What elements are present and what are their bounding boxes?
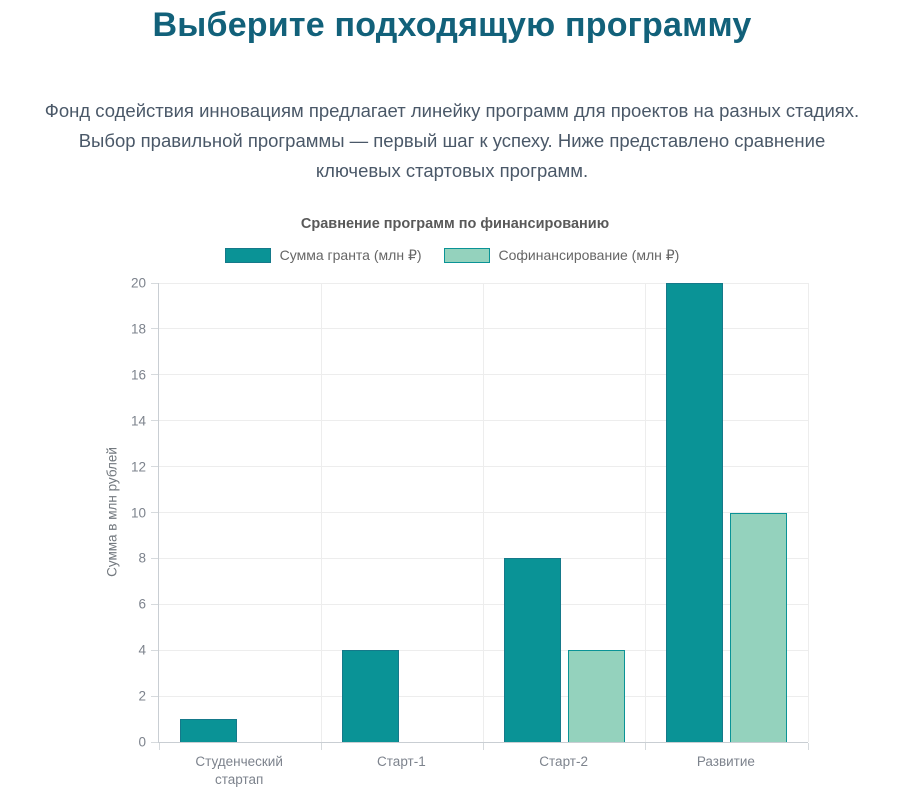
x-axis-labels: Студенческий стартап Старт-1 Старт-2 Развит…: [158, 753, 807, 793]
y-tick-label: 12: [130, 459, 146, 475]
legend-label: Сумма гранта (млн ₽): [279, 247, 422, 263]
gridline: [807, 283, 809, 742]
y-tick-mark: [151, 328, 158, 330]
y-tick-label: 18: [130, 321, 146, 337]
legend-item[interactable]: Сумма гранта (млн ₽): [224, 247, 422, 264]
gridline: [320, 283, 322, 742]
chart-title: Сравнение программ по финансированию: [300, 216, 610, 232]
y-tick-label: 2: [138, 688, 146, 704]
y-tick-label: 10: [130, 505, 146, 520]
grant-bar[interactable]: [341, 650, 399, 742]
y-tick-mark: [151, 603, 158, 605]
legend-label: Софинансирование (млн ₽): [498, 247, 680, 263]
y-tick-mark: [151, 282, 158, 284]
y-tick-label: 20: [130, 275, 146, 291]
grant-bar[interactable]: [666, 283, 724, 742]
x-tick-mark: [807, 743, 809, 750]
x-tick-label: Старт-1: [377, 754, 426, 769]
legend-item[interactable]: Софинансирование (млн ₽): [443, 247, 680, 264]
y-tick-label: 14: [130, 413, 146, 429]
intro-line: ключевых стартовых программ.: [315, 160, 589, 181]
y-tick-mark: [151, 695, 158, 697]
x-tick-mark: [483, 743, 484, 750]
y-tick-mark: [151, 557, 158, 559]
y-tick-mark: [151, 466, 158, 468]
x-tick-label: Старт-2: [539, 754, 588, 769]
legend-swatch: [443, 248, 490, 263]
x-tick-label: Развитие: [696, 754, 755, 769]
y-tick-mark: [151, 649, 158, 651]
x-tick-mark: [645, 743, 647, 750]
y-tick-mark: [151, 374, 158, 376]
y-tick-mark: [151, 741, 158, 743]
x-tick-mark: [320, 743, 322, 750]
y-axis-ticks: 0 2 4 6 8 10 12 14 16 18 20: [0, 276, 148, 750]
intro-line: Выбор правильной программы — первый шаг …: [78, 130, 826, 151]
legend-swatch: [224, 248, 271, 263]
page-title: Выберите подходящую программу: [152, 6, 752, 44]
intro-text: Фонд содействия инновациям предлагает ли…: [12, 96, 892, 186]
cofinancing-bar[interactable]: [730, 512, 788, 742]
intro-line: Фонд содействия инновациям предлагает ли…: [44, 100, 860, 121]
y-tick-mark: [151, 512, 158, 513]
grant-bar[interactable]: [179, 719, 237, 742]
y-tick-label: 0: [138, 734, 146, 750]
y-tick-label: 4: [138, 642, 146, 658]
plot-area: [151, 282, 809, 750]
y-tick-label: 16: [130, 367, 146, 383]
grant-bar[interactable]: [504, 558, 562, 742]
x-tick-label: Студенческий стартап: [195, 754, 283, 787]
chart-legend: Сумма гранта (млн ₽) Софинансирование (мл…: [0, 247, 904, 264]
y-tick-mark: [151, 420, 158, 422]
x-tick-mark: [158, 743, 160, 750]
gridline: [645, 283, 647, 742]
y-tick-label: 6: [138, 596, 146, 612]
cofinancing-bar[interactable]: [568, 650, 626, 742]
gridline: [483, 283, 484, 742]
y-tick-label: 8: [138, 550, 146, 566]
